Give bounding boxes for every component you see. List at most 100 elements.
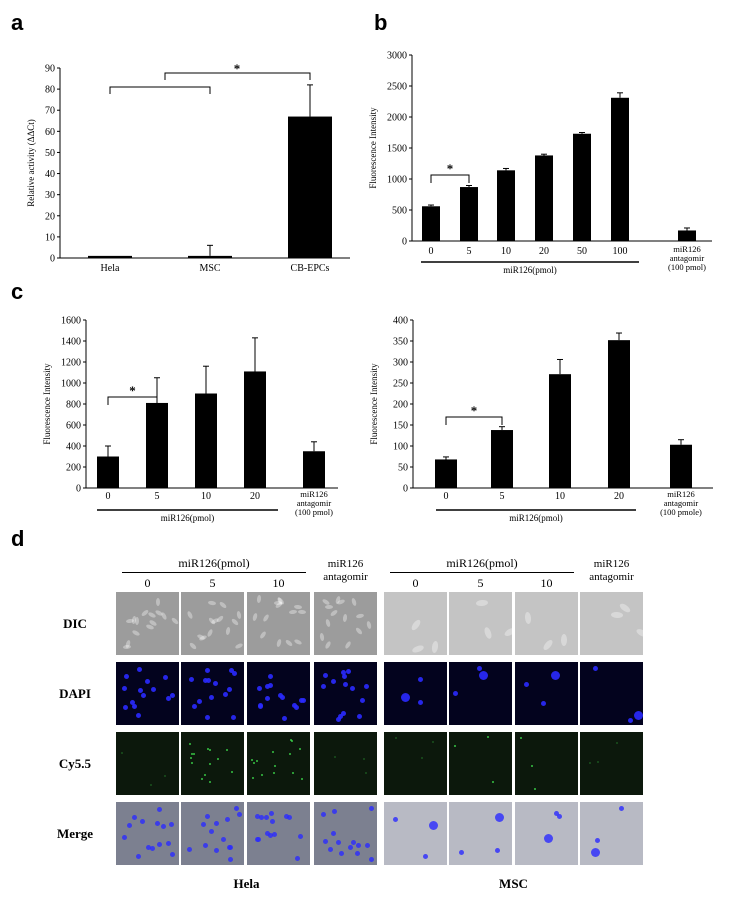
y-tick-label-b: 3000 <box>387 51 407 62</box>
cell-silhouette <box>524 611 532 625</box>
nucleus <box>228 857 234 863</box>
fluorescent-dot <box>190 757 193 760</box>
nucleus <box>322 839 328 845</box>
cell-silhouette <box>131 629 141 637</box>
y-tick-label-c1: 600 <box>66 421 81 432</box>
panel-label-c: c <box>11 279 24 304</box>
micrograph-cy55-hela-2 <box>247 732 310 795</box>
cell-silhouette <box>259 630 267 640</box>
y-tick-label-c1: 800 <box>66 400 81 411</box>
fluorescent-dot <box>261 773 264 776</box>
cell-silhouette <box>366 621 373 630</box>
nucleus <box>123 704 129 710</box>
category-label-a-1: MSC <box>199 263 220 274</box>
y-tick-label-c2: 200 <box>393 400 408 411</box>
nucleus <box>165 840 171 846</box>
bar-b-0 <box>422 206 440 241</box>
fluorescent-dot <box>192 753 195 756</box>
nucleus <box>283 813 289 819</box>
concentration-label: 5 <box>477 576 484 590</box>
micrograph-merge-hela-0 <box>116 802 179 865</box>
nucleus <box>342 674 348 680</box>
nucleus <box>204 715 210 721</box>
fluorescent-dot <box>251 776 254 779</box>
y-tick-label-c1: 1600 <box>61 316 81 327</box>
micrograph-merge-hela-2 <box>247 802 310 865</box>
cell-silhouette <box>611 611 624 619</box>
fluorescent-dot <box>203 774 206 777</box>
micrograph-cy55-hela-0 <box>116 732 179 795</box>
y-tick-label-c2: 400 <box>393 316 408 327</box>
fluorescent-dot <box>273 772 276 775</box>
nucleus <box>220 836 226 842</box>
bar-c2-4 <box>670 444 692 488</box>
cell-silhouette <box>475 599 489 607</box>
nucleus <box>254 814 260 820</box>
nucleus <box>228 844 234 850</box>
nucleus <box>551 671 561 681</box>
cell-silhouette <box>356 612 365 619</box>
category-label-c1-4: antagomir <box>297 498 332 508</box>
nucleus <box>594 838 600 844</box>
fluorescent-dot <box>291 772 294 775</box>
fluorescent-dot <box>487 736 490 739</box>
nucleus <box>349 685 355 691</box>
nucleus <box>121 835 127 841</box>
nucleus <box>121 686 127 692</box>
micrograph-cy55-msc-5 <box>449 732 512 795</box>
nucleus <box>166 695 172 701</box>
fluorescent-dot <box>534 787 537 790</box>
nucleus <box>268 832 274 838</box>
y-tick-label-a: 60 <box>45 127 55 138</box>
cell-silhouette <box>483 626 493 640</box>
cell-silhouette <box>256 594 262 604</box>
nucleus <box>459 849 465 855</box>
category-label-c2-3: 20 <box>614 491 624 502</box>
panel-label-a: a <box>11 10 24 35</box>
category-label-b-6: antagomir <box>670 253 705 263</box>
micrograph-cy55-hela-1 <box>181 732 244 795</box>
micrograph-dapi-msc-6 <box>515 662 578 725</box>
nucleus <box>494 812 504 822</box>
cell-silhouette <box>170 617 179 626</box>
nucleus <box>206 677 212 683</box>
nucleus <box>422 853 428 859</box>
panel-label-b: b <box>374 10 388 35</box>
nucleus <box>557 814 563 820</box>
significance-star-b: * <box>447 161 454 176</box>
nucleus <box>476 666 482 672</box>
y-tick-label-a: 40 <box>45 169 55 180</box>
nucleus <box>453 691 458 697</box>
cell-silhouette <box>293 638 303 646</box>
micrograph-dic-hela-0 <box>116 592 179 655</box>
category-label-b-1: 5 <box>467 246 472 257</box>
fluorescent-dot <box>216 758 219 761</box>
nucleus <box>201 822 207 828</box>
nucleus <box>338 851 344 857</box>
cell-silhouette <box>409 618 422 632</box>
x-axis-label-c1: miR126(pmol) <box>161 513 215 523</box>
category-label-a-2: CB-EPCs <box>291 263 330 274</box>
category-label-c2-2: 10 <box>555 491 565 502</box>
nucleus <box>322 673 328 679</box>
fluorescent-dot <box>121 752 123 755</box>
nucleus <box>169 821 175 827</box>
y-tick-label-c2: 50 <box>398 463 408 474</box>
cell-silhouette <box>503 626 512 638</box>
nucleus <box>204 813 210 819</box>
nucleus <box>355 842 361 848</box>
fluorescent-dot <box>615 742 618 745</box>
bar-b-2 <box>497 170 515 241</box>
nucleus <box>268 811 274 817</box>
bar-c1-0 <box>97 456 119 488</box>
concentration-label: 0 <box>144 576 151 590</box>
category-label-c2-1: 5 <box>500 491 505 502</box>
y-tick-label-a: 50 <box>45 148 55 159</box>
nucleus <box>298 833 304 839</box>
fluorescent-dot <box>201 778 204 781</box>
nucleus <box>265 696 271 702</box>
y-tick-label-c1: 400 <box>66 442 81 453</box>
micrograph-dic-hela-2 <box>247 592 310 655</box>
nucleus <box>301 697 306 703</box>
nucleus <box>627 717 633 723</box>
